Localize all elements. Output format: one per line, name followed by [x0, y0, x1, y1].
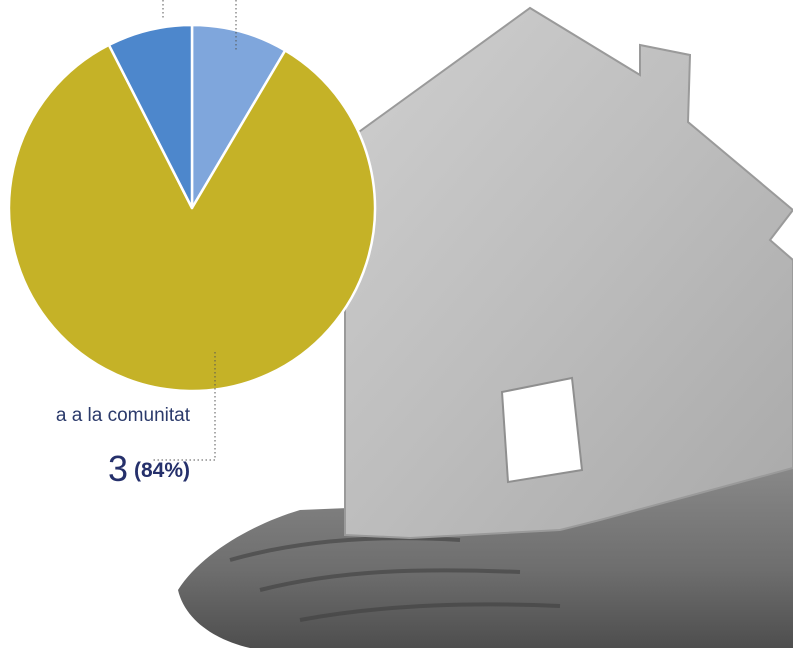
pie-slice-1: [190, 23, 287, 210]
pie-slice-3: [107, 23, 194, 210]
callout-category-label: a a la comunitat: [55, 405, 190, 426]
callout-value-number: 3: [107, 448, 128, 488]
house-shape: [344, 6, 793, 540]
callout-percent: (84%): [133, 459, 190, 482]
leader-line-main: [152, 352, 216, 461]
house-door-opening: [500, 376, 584, 484]
pie-slice-2: [7, 43, 377, 393]
callout-value: 3 (84%): [0, 448, 190, 488]
callout-leaders: [152, 0, 237, 461]
hand-finger-lines: [229, 536, 561, 622]
house-in-hand-illustration: [178, 6, 793, 648]
pie-chart: [7, 23, 377, 393]
